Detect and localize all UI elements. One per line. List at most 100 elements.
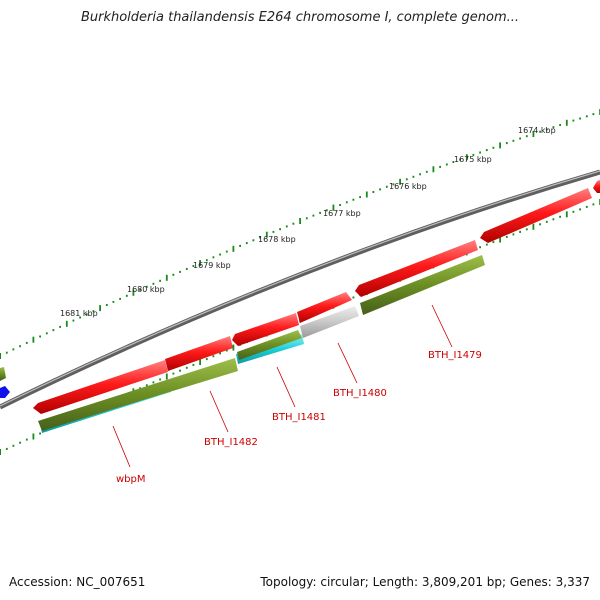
outer-ring-tick: [592, 113, 595, 116]
inner-ring-tick: [145, 384, 148, 387]
outer-ring-tick: [512, 139, 515, 142]
outer-ring-tick: [105, 304, 108, 306]
inner-ring-tick: [232, 344, 235, 351]
inner-ring-tick: [179, 369, 181, 372]
outer-ring-tick: [525, 135, 528, 138]
inner-ring-tick: [525, 228, 528, 231]
inner-ring-tick: [12, 444, 15, 447]
scale-label-1677: 1677 kbp: [323, 209, 361, 218]
outer-ring-tick: [359, 196, 361, 199]
inner-ring-tick: [579, 208, 581, 211]
outer-ring-tick: [239, 244, 241, 247]
outer-ring-tick: [299, 218, 301, 224]
inner-ring-tick: [485, 243, 488, 246]
outer-ring-tick: [139, 288, 141, 291]
outer-ring-tick: [519, 137, 521, 140]
outer-ring-tick: [92, 310, 95, 313]
inner-ring-tick: [545, 220, 548, 223]
forward-cds-1: [33, 360, 168, 414]
outer-ring-tick: [305, 217, 308, 220]
outer-ring-tick: [565, 119, 568, 126]
outer-ring-tick: [412, 175, 415, 178]
outer-ring-tick: [272, 230, 275, 233]
outer-ring-tick: [532, 131, 535, 137]
outer-ring-tick: [19, 345, 21, 348]
outer-ring-tick: [219, 253, 221, 256]
inner-ring-tick: [5, 447, 8, 450]
inner-ring-tick: [165, 373, 168, 380]
inner-ring-tick: [492, 241, 495, 244]
outer-ring-tick: [319, 211, 321, 214]
outer-ring-tick: [265, 231, 268, 238]
inner-ring-tick: [572, 210, 575, 213]
outer-ring-tick: [0, 353, 1, 359]
outer-ring-tick: [52, 329, 55, 332]
inner-ring-tick: [205, 358, 208, 361]
outer-ring-tick: [179, 270, 181, 273]
outer-ring-tick: [479, 151, 481, 154]
outer-ring-tick: [465, 154, 468, 161]
gene-BTH_I1482-olive: [38, 358, 238, 431]
forward-cds-4: [297, 292, 352, 323]
outer-ring-tick: [392, 183, 395, 186]
outer-ring-tick: [232, 245, 235, 252]
genome-backbone-highlight: [0, 170, 600, 407]
outer-ring-tick: [12, 348, 15, 351]
inner-ring-tick: [512, 233, 515, 236]
map-title: Burkholderia thailandensis E264 chromoso…: [80, 10, 520, 25]
outer-ring-tick: [399, 178, 401, 185]
outer-ring-tick: [259, 236, 261, 239]
outer-ring-tick: [452, 161, 455, 163]
outer-ring-tick: [212, 256, 215, 259]
gene-label-BTH_I1479: BTH_I1479: [428, 350, 482, 361]
outer-ring-tick: [572, 119, 575, 122]
inner-ring-tick: [159, 378, 161, 381]
inner-ring-tick: [152, 381, 155, 384]
inner-ring-tick: [225, 349, 228, 352]
inner-ring-tick: [212, 355, 215, 358]
outer-ring-tick: [425, 170, 428, 173]
outer-ring-tick: [65, 320, 68, 327]
inner-ring-tick: [559, 215, 561, 218]
inner-ring-tick: [199, 359, 201, 365]
accession-label: Accession: NC_007651: [9, 575, 146, 589]
outer-ring-tick: [445, 163, 448, 166]
outer-ring-tick: [72, 319, 75, 322]
inner-ring-tick: [592, 203, 595, 206]
inner-ring-tick: [192, 363, 195, 366]
outer-ring-tick: [205, 259, 208, 262]
outer-ring-tick: [405, 178, 408, 181]
outer-ring-tick: [372, 191, 375, 193]
outer-ring-tick: [365, 191, 368, 198]
outer-ring-tick: [185, 267, 188, 270]
blue-feature: [0, 386, 10, 398]
outer-ring-tick: [159, 279, 161, 282]
leader-BTH_I1479: [431, 304, 453, 348]
outer-ring-tick: [172, 273, 175, 276]
inner-ring-tick: [565, 211, 568, 218]
outer-ring-tick: [59, 325, 61, 328]
outer-tick-ring: [0, 109, 600, 359]
forward-cds-2: [165, 336, 233, 371]
outer-ring-tick: [132, 289, 135, 296]
outer-ring-tick: [32, 336, 35, 343]
inner-ring-tick: [219, 352, 221, 355]
outer-ring-tick: [345, 201, 348, 204]
outer-ring-tick: [419, 173, 421, 176]
outer-ring-tick: [492, 146, 495, 149]
inner-ring-tick: [185, 366, 188, 369]
outer-ring-tick: [152, 282, 155, 285]
inner-ring-tick: [505, 235, 508, 238]
topology-summary: Topology: circular; Length: 3,809,201 bp…: [260, 575, 590, 589]
outer-ring-tick: [279, 228, 281, 231]
scale-label-1674: 1674 kbp: [518, 126, 556, 135]
outer-ring-tick: [292, 222, 295, 225]
outer-ring-tick: [79, 316, 81, 319]
scale-label-1679: 1679 kbp: [193, 261, 231, 270]
outer-ring-tick: [439, 165, 441, 168]
olive-edge-feature: [0, 367, 6, 381]
outer-ring-tick: [585, 115, 588, 118]
leader-BTH_I1481: [276, 366, 296, 408]
outer-ring-tick: [125, 294, 128, 297]
outer-ring-tick: [352, 198, 355, 201]
